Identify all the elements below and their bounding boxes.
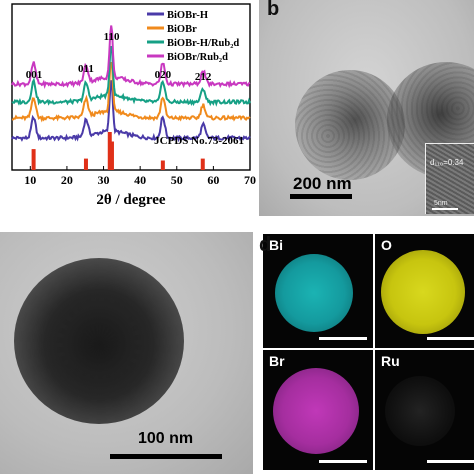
scale-bar — [319, 460, 367, 463]
scale-bar — [110, 454, 222, 459]
scale-bar-label: 200 nm — [293, 174, 352, 193]
legend-label: BiOBr-H/Rub₂d — [167, 38, 239, 49]
xrd-chart: 10 20 30 40 50 60 70 2θ / degree JCPDS No.73-206… — [11, 3, 256, 208]
xrd-series-line — [11, 62, 251, 123]
x-tick-label: 40 — [134, 173, 146, 187]
element-label: Bi — [269, 237, 283, 253]
panel-b-tem-image: d₁₁₀=0.34 5nm b 200 nm — [259, 0, 474, 216]
inset-scale-bar — [432, 208, 458, 210]
panel-letter-d: d — [259, 234, 272, 256]
peak-index-label: 110 — [104, 31, 120, 43]
plot-frame — [11, 3, 251, 171]
eds-map-br: Br — [263, 350, 373, 470]
jcpds-label: JCPDS No.73-2061 — [154, 135, 244, 147]
panel-d-eds-maps: Bi O Br Ru d — [257, 232, 474, 474]
legend-label: BiOBr — [167, 24, 197, 35]
panel-a-xrd-chart: 10 20 30 40 50 60 70 2θ / degree JCPDS No.73-206… — [0, 0, 258, 222]
legend-label: BiOBr-H — [167, 10, 208, 21]
reference-stick — [107, 132, 112, 170]
hrtem-inset: d₁₁₀=0.34 5nm — [425, 143, 474, 214]
x-tick-label: 60 — [207, 173, 219, 187]
xrd-series-line — [11, 80, 251, 143]
x-tick-label: 50 — [171, 173, 183, 187]
element-label: Br — [269, 353, 285, 369]
inset-scale-label: 5nm — [434, 200, 448, 207]
x-tick-label: 10 — [24, 173, 36, 187]
peak-index-label: 011 — [78, 63, 94, 75]
eds-map-o: O — [375, 234, 474, 348]
nanosphere — [14, 258, 184, 424]
peak-index-label: 212 — [195, 71, 212, 83]
reference-stick — [83, 158, 88, 170]
scale-bar — [427, 460, 474, 463]
x-tick-label: 30 — [98, 173, 110, 187]
reference-stick — [160, 160, 165, 170]
nanosphere-left — [295, 70, 405, 180]
element-distribution — [273, 368, 359, 454]
eds-map-bi: Bi — [263, 234, 373, 348]
panel-letter-b: b — [267, 0, 280, 20]
x-tick-label: 20 — [61, 173, 73, 187]
x-axis-label: 2θ / degree — [96, 192, 166, 208]
scale-bar-label: 100 nm — [138, 430, 194, 447]
panel-c-tem-image: 100 nm — [0, 232, 253, 474]
reference-stick — [31, 149, 36, 170]
element-distribution — [275, 254, 353, 332]
xrd-series-line — [11, 46, 251, 107]
scale-bar — [319, 337, 367, 340]
element-distribution — [381, 250, 465, 334]
element-distribution — [385, 376, 455, 446]
element-label: O — [381, 237, 392, 253]
x-tick-label: 70 — [244, 173, 256, 187]
reference-stick — [109, 141, 114, 170]
legend-label: BiOBr/Rub₂d — [167, 52, 228, 63]
reference-stick — [200, 158, 205, 170]
eds-map-ru: Ru — [375, 350, 474, 470]
peak-index-label: 001 — [26, 69, 43, 81]
scale-bar — [290, 194, 352, 199]
element-label: Ru — [381, 353, 400, 369]
scale-bar — [427, 337, 474, 340]
lattice-spacing-label: d₁₁₀=0.34 — [430, 158, 464, 167]
xrd-series-line — [11, 25, 251, 89]
peak-index-label: 020 — [155, 69, 172, 81]
